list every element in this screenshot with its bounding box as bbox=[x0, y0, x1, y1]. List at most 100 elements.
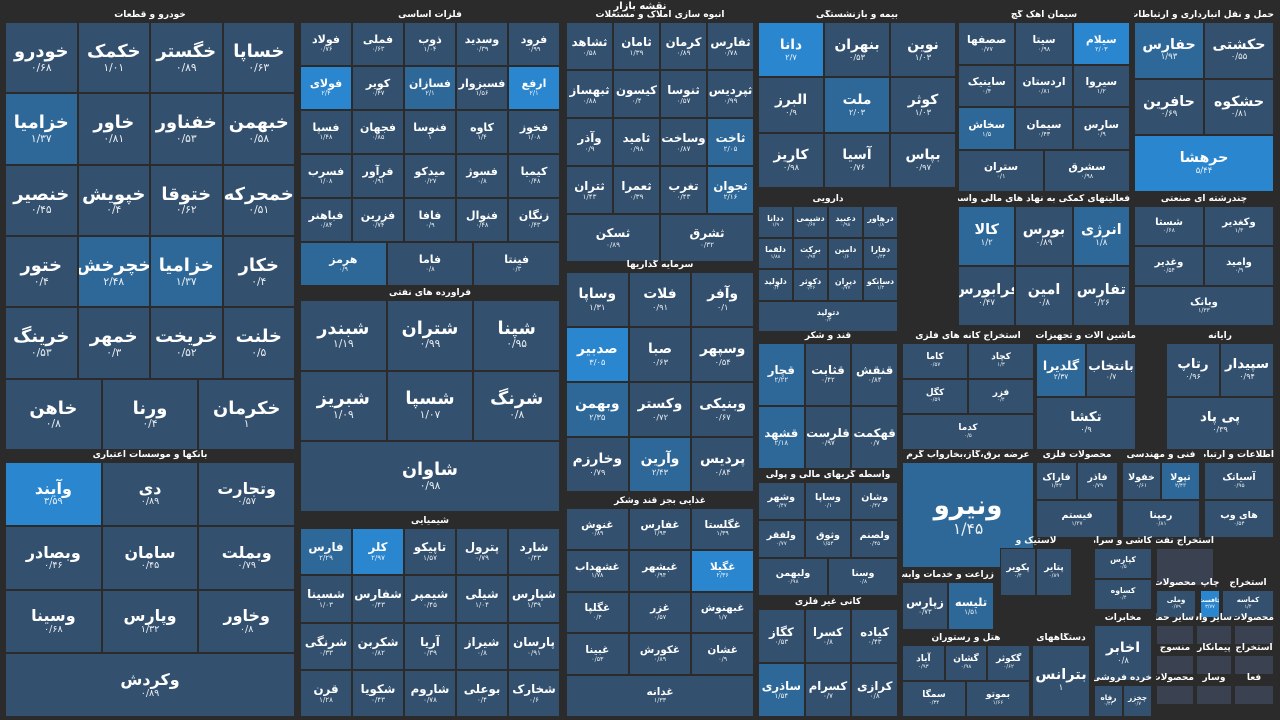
tile[interactable]: وملی ۰/۷۹ bbox=[1156, 590, 1196, 618]
tile[interactable]: ختوقا ۰/۶۲ bbox=[150, 164, 223, 236]
tile[interactable]: قچار ۲/۲۲ bbox=[758, 343, 805, 406]
tile[interactable]: زنگان ۰/۴۳ bbox=[508, 198, 560, 242]
tile[interactable]: قشهد ۲/۱۸ bbox=[758, 406, 805, 469]
tile[interactable]: سیروا ۱/۲ bbox=[1072, 64, 1130, 107]
tile[interactable]: فزرین ۰/۷۴ bbox=[352, 198, 404, 242]
tile[interactable] bbox=[1234, 625, 1274, 645]
tile[interactable]: خزامیا ۱/۳۷ bbox=[150, 236, 223, 308]
tile[interactable] bbox=[1196, 685, 1232, 705]
tile[interactable]: دلولید ۰/۴ bbox=[758, 269, 793, 301]
tile[interactable]: شرنگ ۰/۸ bbox=[473, 370, 560, 442]
tile[interactable]: پترول ۰/۷۹ bbox=[456, 528, 508, 576]
tile[interactable]: خاهن ۰/۸ bbox=[5, 378, 102, 450]
tile[interactable]: درهاور ۰/۸ bbox=[863, 206, 898, 238]
tile[interactable]: هرمز ۰/۹ bbox=[300, 242, 387, 286]
tile[interactable]: شیراز ۰/۸ bbox=[456, 622, 508, 670]
tile[interactable]: کچاد ۱/۳ bbox=[968, 343, 1034, 379]
tile[interactable]: خکار ۰/۴ bbox=[222, 236, 295, 308]
tile[interactable]: وبنیکی ۰/۶۷ bbox=[691, 382, 754, 437]
tile[interactable]: کاریز ۰/۹۸ bbox=[758, 132, 824, 188]
tile[interactable]: شپارس ۱/۳۹ bbox=[508, 575, 560, 623]
tile[interactable]: بپاس ۰/۹۷ bbox=[890, 132, 956, 188]
tile[interactable]: ثشرق ۰/۳۲ bbox=[660, 214, 754, 262]
tile[interactable]: وسپهر ۰/۵۴ bbox=[691, 327, 754, 382]
tile[interactable]: قرن ۱/۲۸ bbox=[300, 669, 352, 717]
tile[interactable]: سشرق ۰/۹۸ bbox=[1044, 149, 1130, 192]
tile[interactable]: ارفع ۲/۱ bbox=[508, 66, 560, 110]
tile[interactable]: غبینا ۰/۵۳ bbox=[566, 633, 629, 676]
tile[interactable]: شخارک ۰/۶ bbox=[508, 669, 560, 717]
tile[interactable]: فزر ۰/۴ bbox=[968, 378, 1034, 415]
tile[interactable]: خپویش ۰/۴ bbox=[77, 164, 150, 236]
tile[interactable]: پارسان ۰/۹۱ bbox=[508, 622, 560, 670]
tile[interactable]: انرژی ۱/۸ bbox=[1072, 206, 1130, 266]
tile[interactable]: دتولید ۰/۴ bbox=[758, 300, 898, 332]
tile[interactable]: شتران ۰/۹۹ bbox=[386, 300, 474, 371]
tile[interactable]: فاما ۰/۸ bbox=[386, 242, 474, 286]
tile[interactable]: دعبید ۰/۹۸ bbox=[828, 206, 863, 238]
tile[interactable]: ونیرو ۱/۴۵ bbox=[902, 462, 1034, 568]
tile[interactable]: اردستان ۰/۸۱ bbox=[1015, 64, 1073, 107]
tile[interactable]: فسازان ۲/۱ bbox=[404, 66, 456, 110]
tile[interactable]: قثابت ۰/۴۲ bbox=[804, 343, 852, 406]
tile[interactable]: وسینا ۰/۶۸ bbox=[5, 589, 102, 654]
tile[interactable] bbox=[1156, 625, 1194, 645]
tile[interactable]: آسیا ۰/۷۶ bbox=[824, 132, 890, 188]
tile[interactable]: آریا ۰/۳۹ bbox=[404, 622, 456, 670]
tile[interactable]: فنوال ۰/۴۸ bbox=[456, 198, 508, 242]
tile[interactable]: وآرین ۲/۴۳ bbox=[628, 437, 692, 492]
tile[interactable]: وبهمن ۲/۳۵ bbox=[566, 382, 629, 437]
tile[interactable]: گشان ۰/۹۸ bbox=[944, 645, 988, 681]
tile[interactable]: برکت ۰/۹۷ bbox=[793, 237, 828, 269]
tile[interactable]: وشان ۰/۴۷ bbox=[851, 482, 898, 520]
tile[interactable]: رتاپ ۰/۹۶ bbox=[1166, 343, 1220, 397]
tile[interactable]: شیلی ۱/۰۴ bbox=[456, 575, 508, 623]
tile[interactable]: غفارس ۱/۹۳ bbox=[628, 508, 692, 550]
tile[interactable]: شیمپر ۰/۴۵ bbox=[404, 575, 456, 623]
tile[interactable]: بورس ۰/۸۹ bbox=[1015, 206, 1073, 266]
tile[interactable]: فسبزوار ۱/۵۶ bbox=[456, 66, 508, 110]
tile[interactable] bbox=[1196, 625, 1232, 645]
tile[interactable]: حشکوه ۰/۸۱ bbox=[1204, 78, 1274, 136]
tile[interactable]: حفارس ۱/۹۳ bbox=[1134, 22, 1204, 79]
tile[interactable]: فرابورس۰/۴۷ bbox=[958, 266, 1016, 326]
tile[interactable]: دکوثر ۰/۴۶ bbox=[793, 269, 828, 301]
tile[interactable]: فرآور ۰/۹۱ bbox=[352, 154, 404, 198]
tile[interactable]: دلقما ۱/۸۸ bbox=[758, 237, 793, 269]
tile[interactable]: کسرا ۰/۸ bbox=[804, 609, 852, 663]
tile[interactable]: شبریز ۱/۰۹ bbox=[300, 370, 387, 442]
tile[interactable]: های وب ۰/۵۴ bbox=[1204, 500, 1274, 538]
tile[interactable]: فسپا ۱/۴۸ bbox=[300, 110, 352, 154]
tile[interactable]: شاوان ۰/۹۸ bbox=[300, 441, 560, 512]
tile[interactable]: غشان ۰/۹ bbox=[691, 633, 754, 676]
tile[interactable]: ساذری ۱/۵۴ bbox=[758, 663, 805, 717]
tile[interactable]: کاما ۰/۵۷ bbox=[902, 343, 968, 379]
tile[interactable]: حکشتی ۰/۵۵ bbox=[1204, 22, 1274, 79]
tile[interactable]: کرازی ۰/۸ bbox=[851, 663, 898, 717]
tile[interactable]: رفاه ۰/۴۳ bbox=[1094, 685, 1123, 717]
tile[interactable]: تلیسه ۱/۵۱ bbox=[948, 582, 994, 630]
tile[interactable]: وآفر ۰/۱ bbox=[691, 272, 754, 327]
tile[interactable]: ثعمرا ۰/۳۹ bbox=[613, 166, 660, 214]
tile[interactable]: سمگا ۰/۳۴ bbox=[902, 681, 966, 717]
tile[interactable]: خریخت ۰/۵۲ bbox=[150, 307, 223, 379]
tile[interactable]: وبصادر ۰/۴۶ bbox=[5, 525, 102, 590]
tile[interactable]: غنوش ۰/۸۹ bbox=[566, 508, 629, 550]
tile[interactable]: کگاز ۰/۵۳ bbox=[758, 609, 805, 663]
tile[interactable]: خکمک ۱/۰۱ bbox=[77, 22, 150, 94]
tile[interactable]: سیتا ۰/۹۸ bbox=[1015, 22, 1073, 65]
tile[interactable]: کلر ۲/۹۷ bbox=[352, 528, 404, 576]
tile[interactable]: ستران ۰/۱ bbox=[958, 149, 1044, 192]
tile[interactable]: وکستر ۰/۷۲ bbox=[628, 382, 692, 437]
tile[interactable]: سارس ۰/۹ bbox=[1072, 107, 1130, 150]
tile[interactable]: شسینا ۱/۰۳ bbox=[300, 575, 352, 623]
tile[interactable]: چخزر ۰/۷ bbox=[1123, 685, 1152, 717]
tile[interactable]: ثنوسا ۰/۵۷ bbox=[660, 70, 707, 118]
tile[interactable]: پی پاد ۰/۳۹ bbox=[1166, 396, 1274, 450]
tile[interactable]: فافا ۰/۹ bbox=[404, 198, 456, 242]
tile[interactable]: ثامان ۱/۳۹ bbox=[613, 22, 660, 70]
tile[interactable]: زپارس ۰/۷۳ bbox=[902, 582, 948, 630]
tile[interactable]: فلات ۰/۹۱ bbox=[628, 272, 692, 327]
tile[interactable]: خبهمن ۰/۵۸ bbox=[222, 93, 295, 165]
tile[interactable]: نوین ۱/۰۳ bbox=[890, 22, 956, 78]
